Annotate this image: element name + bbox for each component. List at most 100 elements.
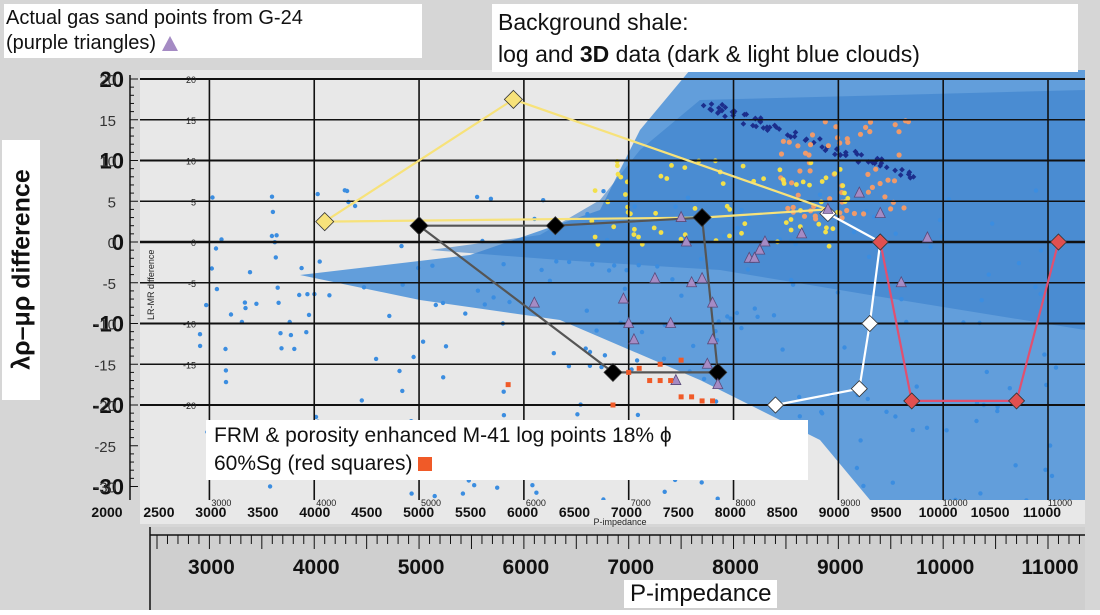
dark-blue-point [719, 101, 726, 108]
red-square-point [657, 378, 663, 384]
yellow-point [819, 179, 825, 184]
light-blue-point [632, 204, 637, 209]
yellow-point [740, 163, 746, 169]
outer-x-tick-label: 6000 [503, 556, 550, 579]
purple-triangle-point [685, 275, 698, 288]
light-blue-point [270, 209, 276, 215]
red-diamond-marker [1049, 233, 1068, 251]
dark-blue-point [852, 148, 859, 155]
inner-y-tick-label: -15 [94, 357, 116, 374]
light-blue-point [797, 414, 802, 419]
orange-point [857, 131, 864, 137]
light-blue-point [400, 282, 405, 287]
light-blue-point [1033, 284, 1038, 290]
light-blue-point [501, 389, 506, 394]
outer-x-tick-label: 7000 [607, 556, 654, 579]
light-blue-point [327, 293, 332, 298]
light-blue-point [228, 312, 234, 317]
purple-triangle-point [874, 206, 886, 218]
light-blue-point [273, 255, 278, 260]
light-blue-point [397, 368, 402, 374]
light-blue-point [739, 207, 744, 213]
orange-point [789, 180, 795, 186]
inner-x-axis-label: P-impedance [593, 517, 646, 527]
light-blue-point [433, 302, 438, 308]
dark-blue-point [760, 125, 767, 131]
white-diamond-marker [766, 396, 785, 414]
purple-triangle-point [696, 271, 708, 284]
dark-blue-point [819, 144, 825, 150]
black-diamond-marker [692, 207, 712, 228]
yellow-point [651, 225, 657, 231]
purple-triangle-point [628, 332, 640, 345]
light-blue-point [1047, 443, 1053, 448]
light-blue-point [305, 292, 310, 297]
light-blue-point [944, 428, 949, 433]
light-blue-point [990, 221, 995, 226]
yellow-point [669, 163, 674, 168]
light-blue-point [861, 483, 866, 489]
black-diamond-marker [603, 362, 623, 382]
dark-blue-point [858, 152, 865, 158]
orange-point [865, 189, 872, 195]
light-blue-point [534, 490, 539, 495]
yellow-point [611, 224, 617, 230]
light-blue-point [995, 408, 1000, 414]
yellow-point [658, 230, 664, 235]
light-blue-point [734, 310, 740, 316]
yellow-diamond-marker [503, 89, 523, 109]
yellow-point [727, 233, 732, 239]
light-blue-point [551, 351, 556, 356]
light-blue-point [924, 425, 930, 430]
light-blue-point [893, 414, 898, 419]
yellow-point [592, 188, 598, 194]
light-blue-point [986, 272, 991, 277]
orange-point [839, 215, 845, 221]
light-blue-point [752, 306, 757, 311]
light-blue-point [937, 217, 943, 223]
light-blue-point [242, 300, 248, 305]
dark-blue-point [817, 136, 823, 142]
light-blue-point [547, 278, 553, 283]
inner-x-tick-label: 7000 [611, 504, 642, 520]
small-x-tick-label: 9000 [840, 498, 860, 508]
red-square-point [668, 378, 674, 384]
small-x-tick-label: 8000 [736, 498, 756, 508]
light-blue-point [701, 376, 707, 382]
purple-triangle-point [754, 243, 766, 255]
dark-blue-point [771, 122, 778, 129]
orange-point [890, 199, 897, 205]
outer-x-tick-label: 10000 [916, 556, 974, 579]
light-blue-point [984, 369, 989, 375]
light-blue-point [797, 394, 802, 400]
light-blue-point [670, 277, 675, 282]
light-blue-point [746, 215, 752, 220]
yellow-point [788, 217, 794, 222]
yellow-point [800, 179, 806, 185]
yellow-point [823, 229, 828, 235]
dark-blue-point [842, 152, 849, 159]
light-blue-point [297, 292, 302, 298]
purple-triangle-point [701, 357, 713, 369]
light-blue-point [488, 196, 494, 201]
light-blue-point [411, 354, 416, 360]
purple-triangle-point [680, 235, 693, 247]
light-blue-point [400, 388, 405, 394]
yellow-point [631, 232, 637, 238]
inner-y-tick-label: 10 [99, 154, 116, 171]
light-blue-point [639, 329, 645, 335]
light-blue-point [624, 268, 629, 273]
dark-blue-point [716, 105, 722, 111]
orange-point [896, 152, 902, 158]
small-y-tick-label: 20 [186, 75, 196, 85]
dark-blue-point [842, 149, 849, 156]
outer-y-tick-label: 10 [100, 149, 124, 174]
light-blue-point [276, 300, 281, 305]
shale-cloud-core [430, 90, 1085, 330]
light-blue-point [1043, 467, 1048, 472]
light-blue-point [440, 300, 446, 306]
orange-point [795, 192, 801, 198]
red-square-point [657, 361, 663, 367]
inner-y-tick-label: 20 [99, 72, 116, 89]
